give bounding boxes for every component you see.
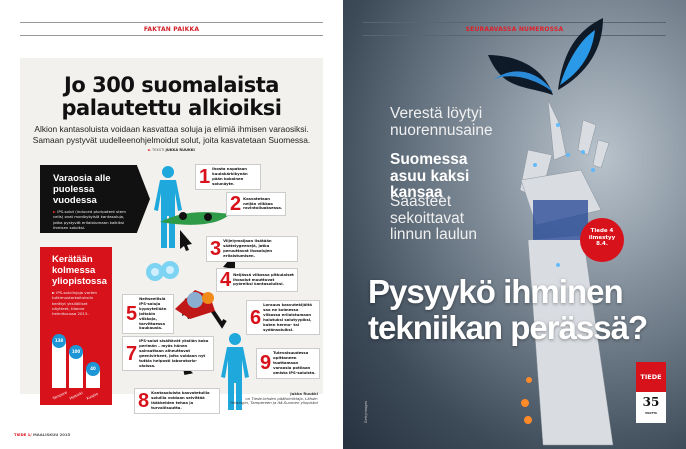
teaser-1: Verestä löytyi nuorennusaine (390, 105, 493, 139)
step-box: 1 Ihosta napataan kuulakärkikynän pään ko… (195, 164, 261, 190)
step-number: 1 (199, 165, 211, 188)
bar-label: Kuopio (86, 391, 99, 401)
box-text: iPS-solulinjoja varten tutkimustarkoituk… (52, 290, 97, 317)
divider (20, 35, 323, 36)
title-line: palautettu alkioiksi (61, 96, 282, 120)
step-number: 4 (220, 269, 232, 291)
tiede-logo: TIEDE 35 VUOTTA (636, 362, 666, 423)
bar (52, 341, 66, 388)
human-figure-icon (221, 333, 249, 410)
step-text: iPS-solut sisältävät yksilön koko perimä… (139, 338, 209, 368)
photo-credit: Gettyimages (364, 400, 369, 424)
byline-prefix: TEKSTI (152, 148, 165, 152)
byline: ► TEKSTI JUKKA RUUKKI (148, 148, 195, 152)
credit-text: on Tiede-lehden päätoimittaja. Lähde: He… (230, 395, 318, 406)
step-box: 9 Tulevaisuudessa opittaneen tuottamaan v… (256, 348, 320, 379)
bar-value: 40 (86, 361, 100, 376)
step-box: 6 Lorauus kasvutekijöitä saa ne kolmessa … (246, 300, 320, 336)
teaser-3: Saasteet sekoittavat linnun laulun (390, 193, 478, 243)
step-number: 8 (138, 389, 150, 412)
box-text: iPS-solut (induced pluripotent stem cell… (53, 209, 126, 230)
credit-name: Jukka Ruukki (290, 391, 318, 396)
step-box: 7 iPS-solut sisältävät yksilön koko perim… (122, 336, 214, 372)
section-label: SEURAAVASSA NUMEROSSA (465, 26, 564, 33)
step-text: Kasvatetaan neljän viikkoa ravintoliuoks… (243, 195, 283, 211)
box-heading: Kerätään kolmessa yliopistossa (52, 254, 107, 287)
section-label: FAKTAN PAIKKA (143, 26, 200, 33)
cover-page: SEURAAVASSA NUMEROSSA (343, 0, 686, 449)
title-line: Jo 300 suomalaista (64, 73, 279, 97)
bar-label: Helsinki (69, 391, 84, 401)
footer-issue: MAALISKUU 2015 (33, 432, 71, 437)
step-text: Kantasoluista kasvatetuilla soluilla voi… (151, 390, 210, 410)
step-number: 5 (126, 303, 138, 326)
byline-author: JUKKA RUUKKI (165, 148, 195, 152)
step-text: Viljelymaljaan lisätään säätelygeenejä, … (223, 238, 273, 258)
step-text: Neljässä viikossa pitkulaiset ihosolut m… (233, 271, 294, 287)
step-box: 2 Kasvatetaan neljän viikkoa ravintoliuok… (226, 192, 286, 216)
teaser-2: Suomessa asuu kaksi kansaa (390, 151, 470, 201)
bar-value: 138 (52, 334, 66, 349)
step-text: Neitseellisiä iPS-soluja kypsytellään jo… (139, 296, 167, 331)
step-number: 3 (210, 237, 222, 260)
divider (20, 22, 323, 23)
butterfly-icon (488, 18, 603, 95)
step-box: 5 Neitseellisiä iPS-soluja kypsytellään j… (122, 294, 174, 335)
cover-title: Pysyykö ihminen tekniikan perässä? (368, 273, 648, 346)
step-number: 6 (250, 306, 262, 329)
robot-hand-image (488, 18, 614, 446)
subtitle: Samaan pystyvät uudelleenohjelmoidut sol… (32, 134, 311, 145)
step-box: 8 Kantasoluista kasvatetuilla soluilla vo… (134, 388, 220, 414)
skin-cell-icon (160, 212, 230, 225)
divider (363, 35, 666, 36)
bar-value: 100 (69, 345, 83, 359)
human-figure-icon (154, 166, 182, 248)
step-text: Lorauus kasvutekijöitä saa ne kolmessa v… (263, 302, 312, 332)
specialized-cells-icon (175, 290, 215, 319)
divider (363, 22, 666, 23)
stem-cell-icon (146, 261, 179, 281)
footer-brand: TIEDE 1/ (14, 432, 32, 437)
logo-number: 35 (642, 395, 660, 409)
step-text: Tulevaisuudessa opittaneen tuottamaan va… (273, 350, 316, 375)
article-title: Jo 300 suomalaista palautettu alkioiksi (20, 74, 323, 120)
cover-title-line: tekniikan perässä? (368, 309, 648, 346)
subtitle: Alkion kantasoluista voidaan kasvattaa s… (34, 124, 309, 134)
bar (69, 352, 83, 388)
step-box: 4 Neljässä viikossa pitkulaiset ihosolut … (216, 268, 298, 292)
bar-label: Tampere (52, 390, 68, 401)
cover-title-line: Pysyykö ihminen (368, 273, 624, 310)
step-text: Ihosta napataan kuulakärkikynän pään kok… (212, 166, 248, 186)
logo-brand: TIEDE (636, 362, 666, 392)
step-number: 2 (230, 193, 242, 215)
logo-sub: VUOTTA (645, 412, 657, 415)
info-box-black: Varaosia alle puolessa vuodessa ► iPS-so… (40, 165, 150, 233)
release-badge: Tiede 4 ilmestyy 8.4. (580, 218, 624, 262)
author-credit: Jukka Ruukki on Tiede-lehden päätoimittaj… (226, 391, 318, 406)
step-box: 3 Viljelymaljaan lisätään säätelygeenejä,… (206, 236, 298, 262)
step-number: 9 (260, 352, 272, 375)
box-heading: Varaosia alle puolessa vuodessa (53, 173, 111, 206)
info-box-red: Kerätään kolmessa yliopistossa ► iPS-sol… (40, 247, 112, 405)
page-footer: TIEDE 1/ MAALISKUU 2015 (14, 432, 70, 437)
step-number: 7 (126, 342, 138, 365)
